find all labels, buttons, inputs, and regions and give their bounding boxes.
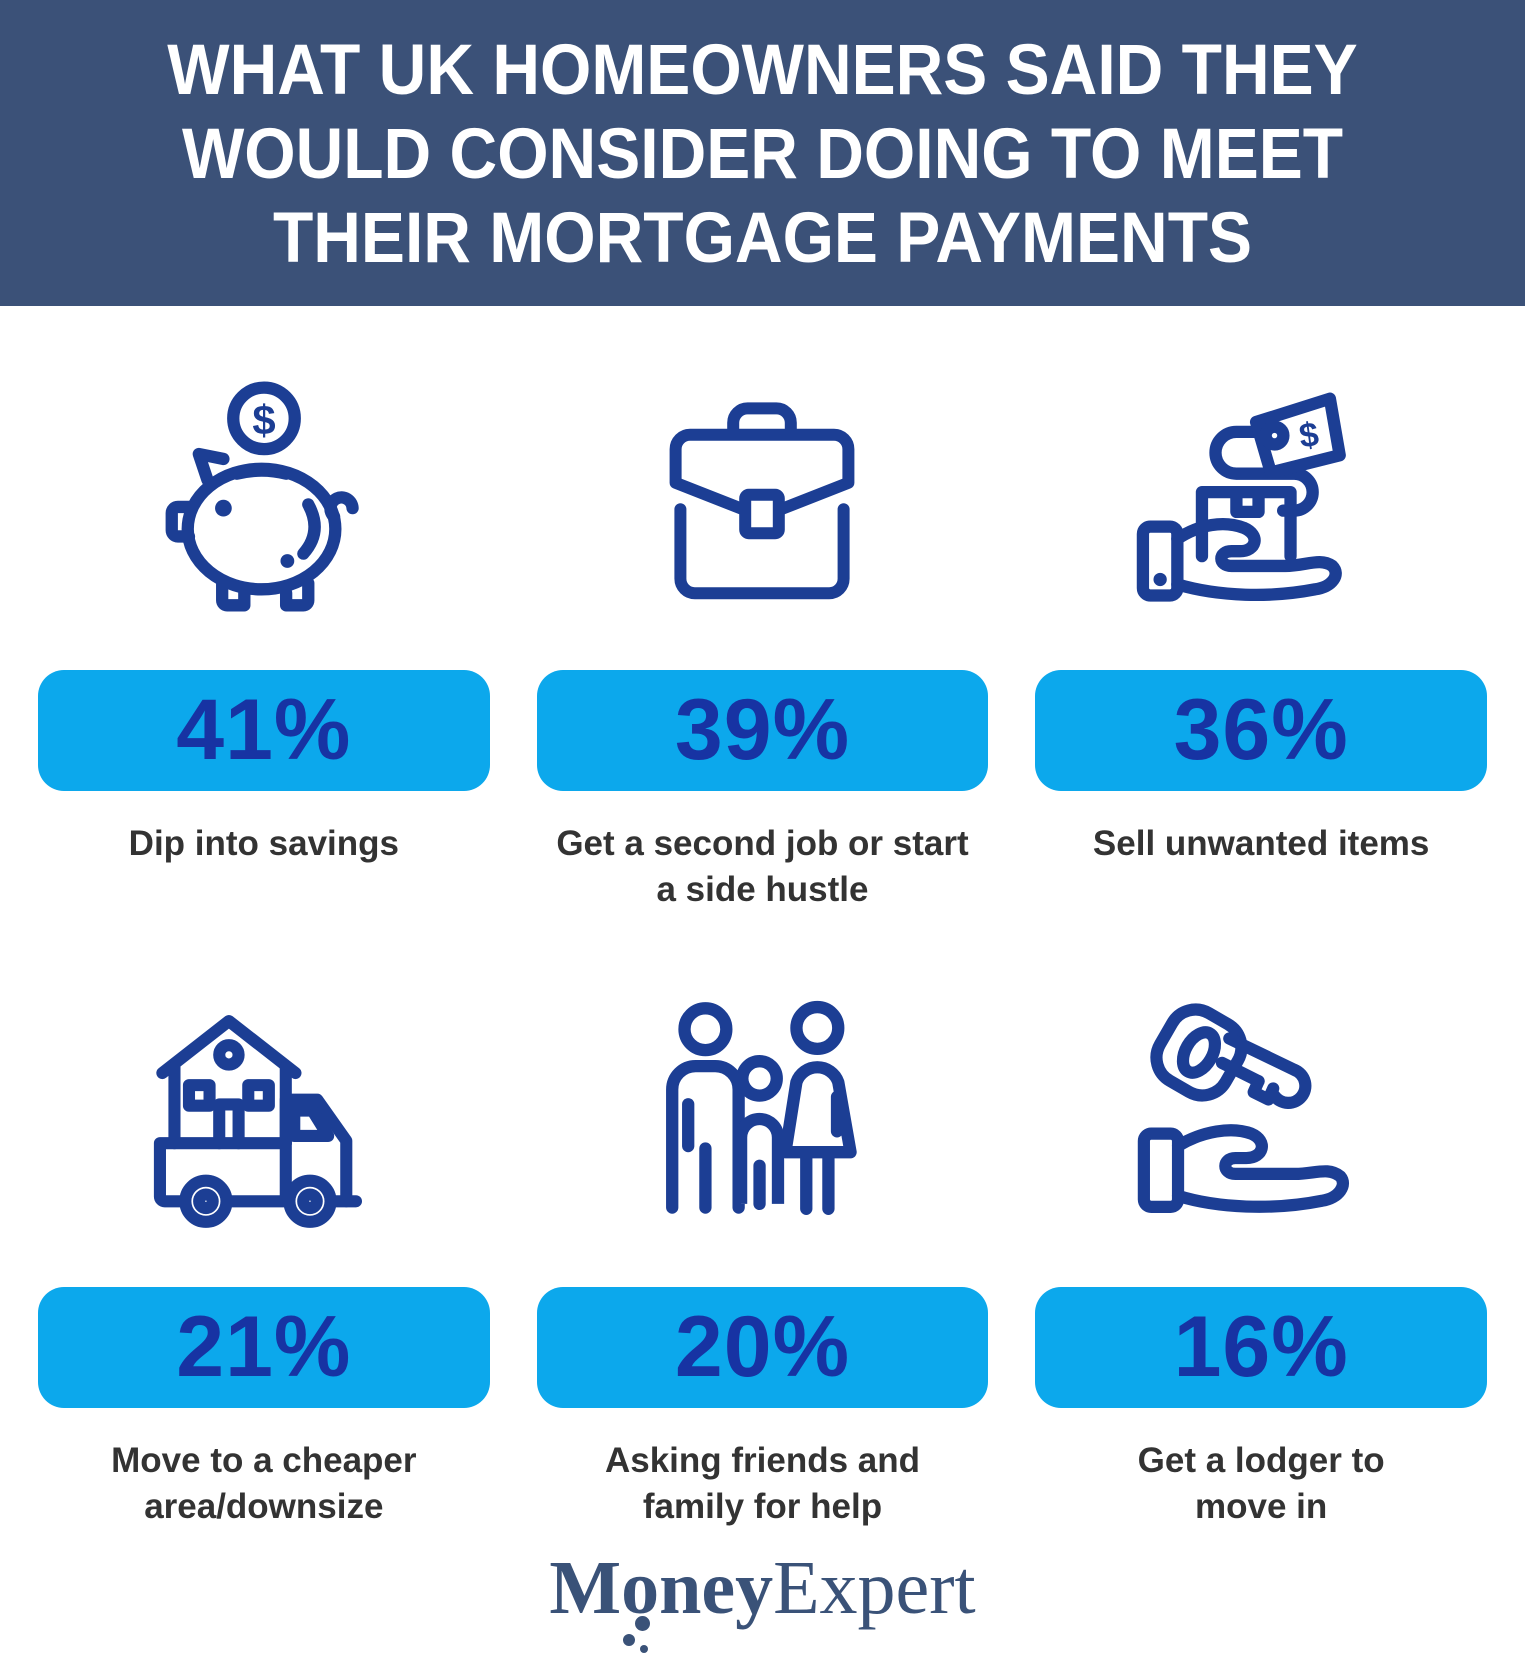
percentage-badge: 39%	[536, 670, 989, 791]
piggy-bank-icon: $	[138, 378, 390, 626]
percentage-value: 36%	[1173, 682, 1349, 778]
page-title-line-2: WOULD CONSIDER DOING TO MEET	[181, 113, 1344, 193]
svg-text:$: $	[1297, 416, 1321, 456]
logo-bubble-dot	[623, 1634, 636, 1646]
stat-label-line: Dip into savings	[128, 824, 399, 863]
briefcase-icon	[633, 378, 891, 626]
percentage-badge: 21%	[38, 1287, 490, 1408]
percentage-badge: 20%	[536, 1287, 989, 1408]
logo-expert-text: Expert	[773, 1546, 976, 1630]
stat-label: Dip into savings	[129, 821, 399, 917]
logo-money-ney: ney	[659, 1546, 774, 1630]
svg-text:$: $	[252, 396, 275, 443]
stat-label-line: move in	[1195, 1486, 1328, 1526]
logo-bubble-dot	[640, 1645, 649, 1653]
logo-money-o-letter: o	[621, 1546, 660, 1630]
stat-card-sell-items: $ 36% Sell unwanted items	[1035, 378, 1487, 917]
stat-label-line: Get a lodger to	[1137, 1441, 1385, 1480]
percentage-value: 39%	[674, 682, 851, 778]
logo-bubble-dot	[635, 1616, 651, 1631]
stat-label: Get a lodger to move in	[1138, 1438, 1385, 1534]
page-title-line-3: THEIR MORTGAGE PAYMENTS	[272, 197, 1253, 277]
stat-label: Move to a cheaper area/downsize	[111, 1438, 416, 1534]
logo-money-m: M	[549, 1546, 622, 1630]
stat-card-move-downsize: 21% Move to a cheaper area/downsize	[38, 995, 490, 1534]
stat-label: Asking friends and family for help	[605, 1438, 920, 1534]
stat-label: Sell unwanted items	[1093, 821, 1429, 917]
family-icon	[639, 995, 885, 1243]
stat-label-line: Sell unwanted items	[1092, 824, 1430, 863]
key-in-hand-icon	[1132, 995, 1390, 1243]
percentage-value: 16%	[1173, 1299, 1349, 1395]
percentage-badge: 36%	[1035, 670, 1487, 791]
stat-label-line: Move to a cheaper	[111, 1441, 417, 1480]
header-banner: WHAT UK HOMEOWNERS SAID THEY WOULD CONSI…	[0, 0, 1525, 306]
page-title-line-1: WHAT UK HOMEOWNERS SAID THEY	[167, 29, 1358, 109]
percentage-badge: 16%	[1035, 1287, 1487, 1408]
stat-label-line: family for help	[642, 1486, 883, 1526]
stat-label-line: Get a second job or start	[556, 824, 969, 863]
house-on-truck-icon	[135, 995, 393, 1243]
stat-label-line: area/downsize	[144, 1486, 384, 1526]
stat-label-line: a side hustle	[656, 869, 869, 909]
stat-card-lodger: 16% Get a lodger to move in	[1035, 995, 1487, 1534]
stats-grid: $ 41% Dip into savings	[0, 378, 1525, 1534]
stat-card-friends-family: 20% Asking friends and family for help	[536, 995, 989, 1534]
stat-card-second-job: 39% Get a second job or start a side hus…	[536, 378, 989, 917]
logo-money-o: o	[621, 1550, 659, 1653]
hand-box-price-tag-icon: $	[1130, 378, 1392, 626]
percentage-value: 41%	[176, 682, 352, 778]
percentage-value: 21%	[176, 1299, 352, 1395]
stat-label-line: Asking friends and	[604, 1441, 921, 1480]
stat-card-dip-into-savings: $ 41% Dip into savings	[38, 378, 490, 917]
percentage-value: 20%	[674, 1299, 851, 1395]
percentage-badge: 41%	[38, 670, 490, 791]
stat-label: Get a second job or start a side hustle	[556, 821, 968, 917]
